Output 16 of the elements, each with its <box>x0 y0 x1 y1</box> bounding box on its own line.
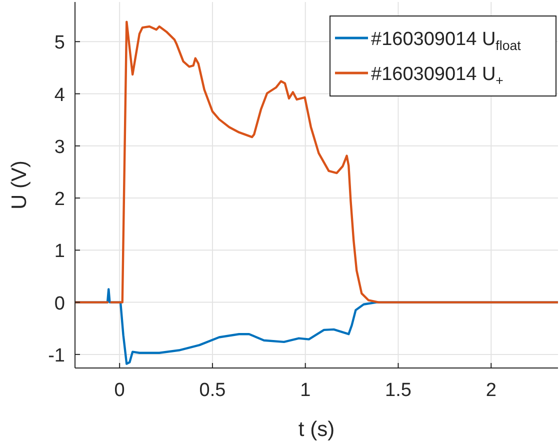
y-tick-label: 1 <box>54 241 65 262</box>
y-tick-label: 0 <box>54 293 65 314</box>
x-tick-label: 2 <box>486 380 496 401</box>
legend-label: #160309014 U$_{float}$ <box>371 29 522 53</box>
x-axis-title: t (s) <box>298 418 335 441</box>
x-tick-label: 0.5 <box>199 380 226 401</box>
x-tick-label: 1 <box>300 380 311 401</box>
y-tick-label: 5 <box>54 32 65 54</box>
y-tick-label: 2 <box>54 189 65 210</box>
y-tick-label: -1 <box>48 345 65 366</box>
x-tick-label: 1.5 <box>385 380 412 401</box>
y-axis-title: U (V) <box>8 160 31 210</box>
x-tick-label: 0 <box>114 380 125 401</box>
y-tick-label: 3 <box>54 136 65 158</box>
legend-label: #160309014 U$_{+}$ <box>371 64 504 88</box>
y-tick-label: 4 <box>54 84 66 106</box>
